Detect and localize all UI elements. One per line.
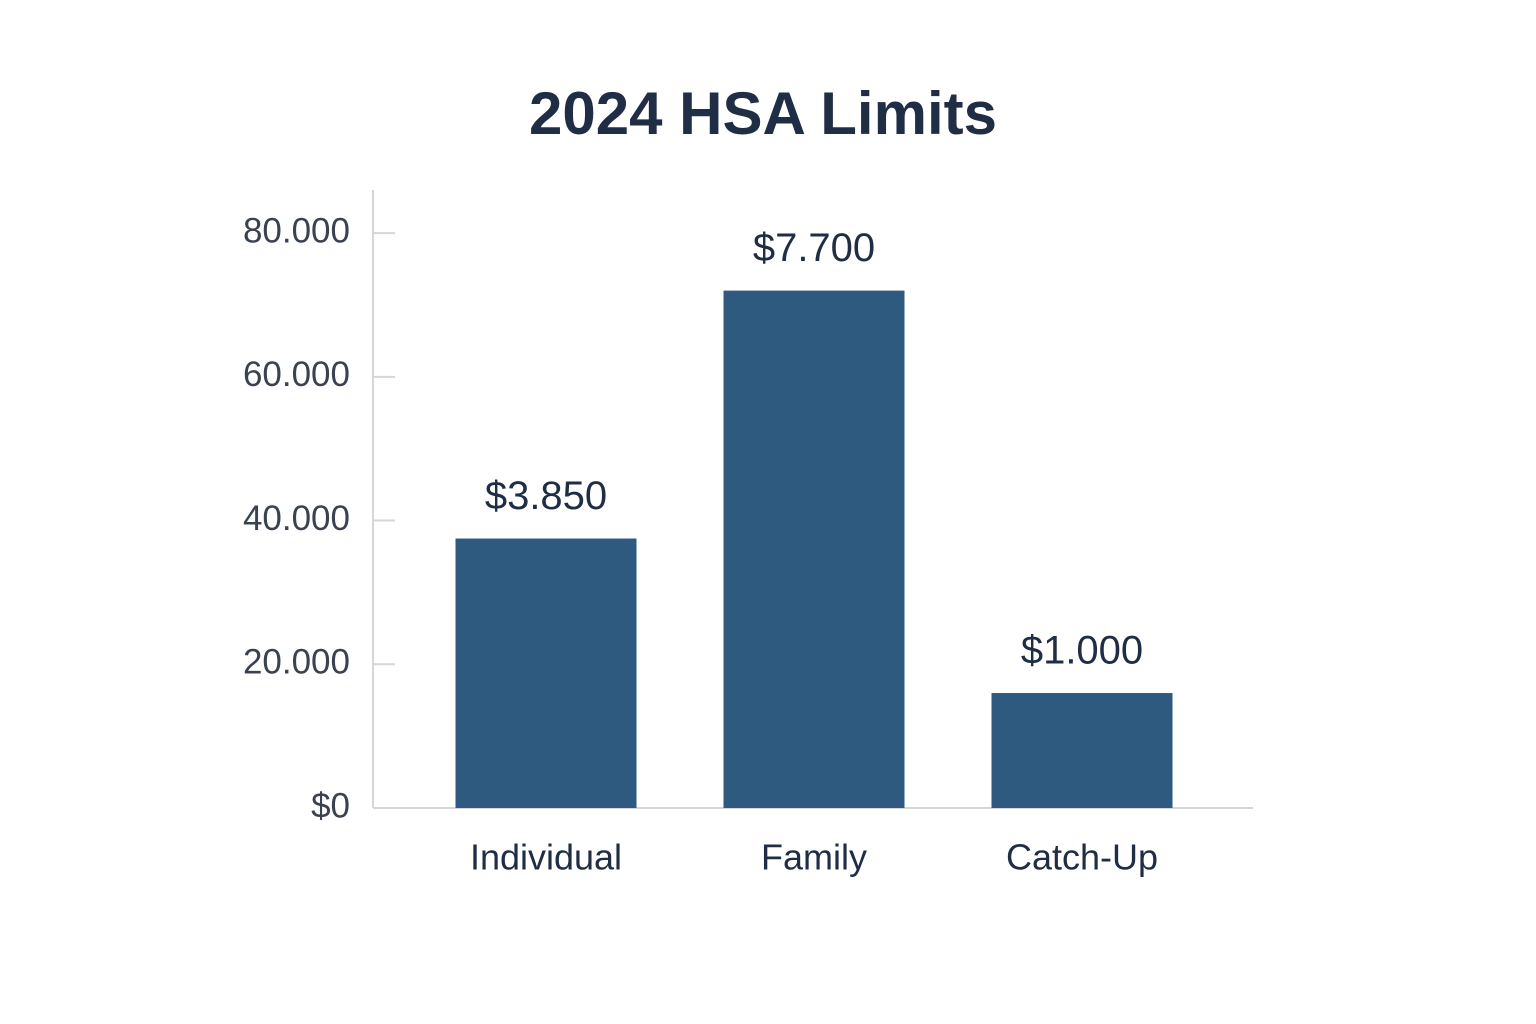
x-tick-label: Family <box>761 837 867 878</box>
x-tick-label: Catch-Up <box>1006 837 1158 878</box>
x-tick-label: Individual <box>470 837 622 878</box>
y-tick-label: 20.000 <box>243 643 350 682</box>
chart-title: 2024 HSA Limits <box>529 80 997 147</box>
bar-annotation: $1.000 <box>1021 629 1143 673</box>
bar-annotation: $7.700 <box>753 226 875 270</box>
bar-annotation: $3.850 <box>485 474 607 518</box>
y-tick-label: $0 <box>311 786 350 825</box>
bar <box>723 290 905 809</box>
bar <box>455 538 637 808</box>
y-tick-label: 80.000 <box>243 211 350 250</box>
bar <box>991 693 1173 808</box>
y-tick-label: 60.000 <box>243 355 350 394</box>
y-tick-label: 40.000 <box>243 499 350 538</box>
